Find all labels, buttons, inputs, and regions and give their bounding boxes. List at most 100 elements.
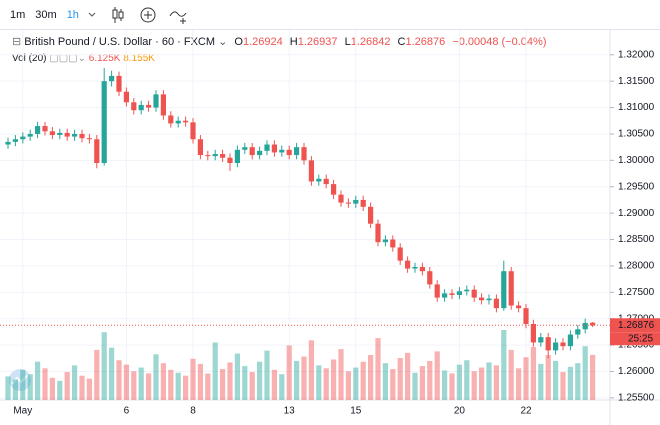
- candle-body: [242, 147, 248, 150]
- candle-body: [49, 131, 55, 136]
- symbol-dropdown[interactable]: ⌄: [218, 36, 228, 48]
- candle-body: [116, 75, 122, 92]
- change: −0.00048 (−0.04%): [452, 36, 547, 48]
- candle-body: [197, 139, 203, 156]
- y-tick-label: 1.26000: [618, 366, 655, 377]
- volume-bar: [197, 363, 203, 400]
- indicators-button[interactable]: [169, 6, 191, 24]
- volume-bar: [479, 367, 485, 400]
- volume-bar: [493, 365, 499, 400]
- y-tick-label: 1.27500: [618, 287, 655, 298]
- legend: ⊟ British Pound / U.S. Dollar · 60 · FXC…: [12, 36, 547, 48]
- candle-body: [368, 206, 374, 224]
- candle-body: [456, 291, 462, 295]
- candle-body: [545, 337, 551, 351]
- volume-bar: [286, 345, 292, 400]
- volume-bar: [242, 366, 248, 400]
- candle-body: [249, 147, 255, 156]
- candle-body: [123, 91, 129, 103]
- volume-bar: [582, 346, 588, 400]
- logo[interactable]: [9, 369, 31, 391]
- candle-body: [79, 133, 85, 139]
- chart-style-button[interactable]: [111, 6, 125, 24]
- volume-bar: [20, 369, 26, 400]
- interval-button[interactable]: 1h: [66, 8, 79, 21]
- candle-body: [397, 247, 403, 261]
- volume-bar: [279, 374, 285, 400]
- y-tick-label: 1.32000: [618, 49, 655, 60]
- volume-bar: [183, 375, 189, 400]
- x-tick-label: 6: [124, 406, 130, 417]
- candle-body: [434, 284, 440, 298]
- volume-bar: [146, 373, 152, 400]
- candle-body: [345, 202, 351, 204]
- ohlc-label: H: [289, 36, 298, 48]
- source: FXCM: [183, 36, 216, 48]
- volume-bar: [42, 368, 48, 400]
- candle-body: [353, 199, 359, 204]
- volume-bar: [94, 349, 100, 400]
- volume-bar: [49, 377, 55, 400]
- interval-button[interactable]: 1m: [10, 8, 26, 21]
- volume-bar: [538, 363, 544, 400]
- candle-body: [220, 154, 226, 158]
- y-tick-label: 1.31000: [618, 102, 655, 113]
- candle-body: [331, 184, 337, 195]
- candle-body: [508, 271, 514, 306]
- volume-bar: [560, 372, 566, 400]
- volume-bar: [101, 332, 107, 400]
- volume-bar: [338, 349, 344, 400]
- volume-bar: [12, 379, 18, 400]
- candle-body: [523, 308, 529, 324]
- candle-body: [338, 194, 344, 203]
- volume-bar: [471, 371, 477, 400]
- y-tick-label: 1.28000: [618, 261, 655, 272]
- interval-button[interactable]: 30m: [35, 8, 57, 21]
- volume-bar: [345, 371, 351, 400]
- candle-body: [12, 139, 18, 142]
- ohlc-label: O: [234, 36, 243, 48]
- volume-bar: [205, 373, 211, 400]
- candle-body: [516, 305, 522, 309]
- volume-bar: [323, 368, 329, 400]
- collapse-icon[interactable]: ⊟: [12, 36, 22, 48]
- volume-bar: [27, 374, 33, 400]
- candle-body: [442, 293, 448, 298]
- candle-body: [212, 154, 218, 157]
- volume-bar: [523, 357, 529, 400]
- candle-body: [382, 239, 388, 243]
- volume-bar: [160, 363, 166, 400]
- candle-body: [160, 94, 166, 116]
- volume-bar: [138, 367, 144, 400]
- candle-body: [131, 102, 137, 111]
- volume-bar: [35, 361, 41, 400]
- x-tick-label: 20: [454, 406, 466, 417]
- candle-body: [493, 298, 499, 309]
- symbol-title: British Pound / U.S. Dollar: [24, 36, 153, 48]
- candle-body: [316, 178, 322, 182]
- candle-body: [72, 133, 78, 137]
- interval-dropdown[interactable]: [87, 10, 97, 20]
- x-tick-label: May: [13, 406, 32, 417]
- volume-bar: [434, 351, 440, 400]
- volume-bar: [397, 358, 403, 400]
- volume-bar: [427, 360, 433, 400]
- volume-bar: [575, 363, 581, 400]
- candle-body: [271, 144, 277, 153]
- volume-bar: [5, 376, 11, 400]
- volume-bar: [501, 330, 507, 400]
- candle-body: [427, 271, 433, 285]
- volume-bar: [412, 372, 418, 400]
- compare-button[interactable]: [139, 6, 157, 24]
- y-tick-label: 1.28500: [618, 234, 655, 245]
- volume-icons[interactable]: ▢▢▢⌄: [49, 53, 86, 64]
- candle-body: [227, 157, 233, 163]
- volume-bar: [234, 353, 240, 400]
- volume-legend: Vol (20) ▢▢▢⌄ 6.125K 8.155K: [12, 53, 155, 64]
- candle-body: [449, 293, 455, 295]
- candle-body: [5, 141, 11, 145]
- volume-bar: [464, 360, 470, 400]
- volume-bar: [590, 354, 596, 400]
- grid: [0, 30, 610, 400]
